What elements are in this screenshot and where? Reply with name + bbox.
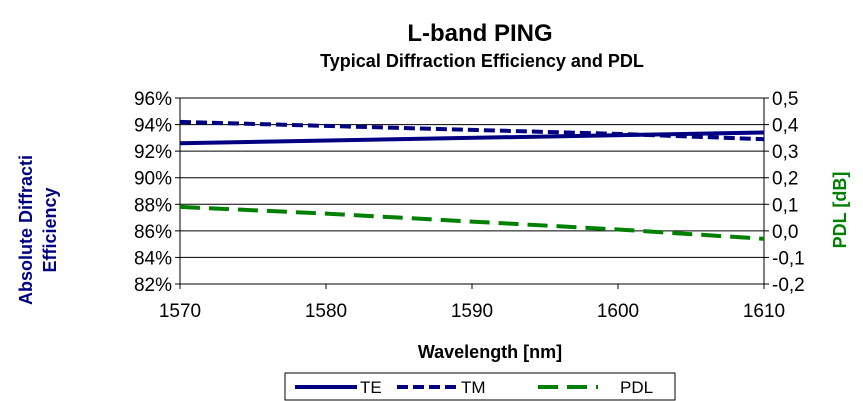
- y-left-tick-label: 86%: [134, 222, 172, 243]
- y-right-tick-label: 0,0: [772, 222, 798, 243]
- legend-label-te: TE: [360, 378, 382, 397]
- series-lines: [179, 119, 765, 241]
- tick-labels: 82% -0,2 84% -0,1 86% 0,0 88% 0,1 90% 0,2 92% 0,3 94…: [134, 89, 805, 322]
- y-right-tick-label: -0,2: [772, 275, 805, 296]
- y-right-tick-label: 0,4: [772, 116, 799, 137]
- x-tick-label: 1610: [743, 301, 785, 322]
- x-tick-label: 1600: [597, 301, 639, 322]
- y-right-tick-label: 0,1: [772, 195, 798, 216]
- y-left-tick-label: 90%: [134, 169, 172, 190]
- axes: [175, 97, 769, 289]
- y-left-tick-label: 88%: [134, 195, 172, 216]
- y-left-tick-label: 96%: [134, 89, 172, 110]
- x-tick-label: 1570: [159, 301, 201, 322]
- y-axis-left-label-line-1: Absolute Diffracti: [16, 155, 36, 305]
- y-axis-right-label-text: PDL [dB]: [830, 172, 850, 249]
- y-axis-left-label-line-2: Efficiency: [40, 187, 60, 272]
- y-right-tick-label: 0,5: [772, 89, 798, 110]
- y-right-tick-label: -0,1: [772, 248, 805, 269]
- series-line-pdl: [179, 204, 765, 241]
- y-axis-right-label: PDL [dB]: [830, 172, 850, 249]
- y-axis-left-label: Absolute Diffracti Efficiency: [16, 155, 60, 305]
- x-axis-label: Wavelength [nm]: [418, 342, 562, 362]
- y-right-tick-label: 0,2: [772, 169, 798, 190]
- legend-label-tm: TM: [461, 378, 486, 397]
- series-line-tm: [179, 119, 765, 142]
- x-tick-label: 1590: [451, 301, 493, 322]
- y-left-tick-label: 94%: [134, 116, 172, 137]
- y-right-tick-label: 0,3: [772, 142, 798, 163]
- legend: TE TM PDL: [284, 372, 676, 401]
- y-left-tick-label: 82%: [134, 275, 172, 296]
- legend-label-pdl: PDL: [620, 378, 653, 397]
- y-left-tick-label: 84%: [134, 248, 172, 269]
- y-left-tick-label: 92%: [134, 142, 172, 163]
- chart-subtitle: Typical Diffraction Efficiency and PDL: [320, 51, 644, 71]
- x-tick-label: 1580: [305, 301, 347, 322]
- chart-title: L-band PING: [407, 20, 552, 47]
